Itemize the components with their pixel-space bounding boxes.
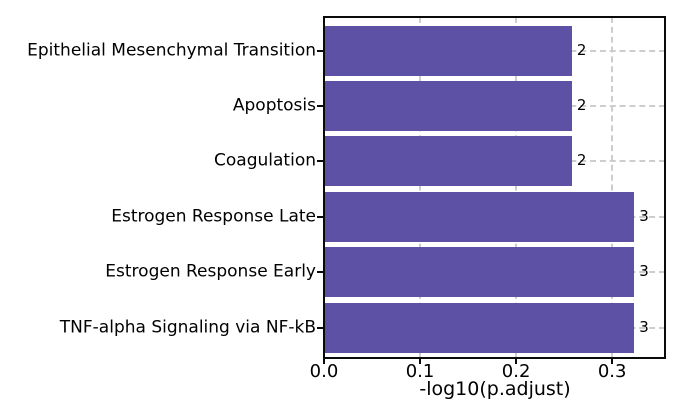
pathway-bar	[324, 247, 635, 298]
category-label: Epithelial Mesenchymal Transition	[27, 40, 316, 61]
category-label: TNF-alpha Signaling via NF-kB	[59, 317, 316, 338]
category-label: Estrogen Response Late	[111, 206, 316, 227]
bar-count-label: 3	[639, 262, 649, 281]
x-axis-tick-label: 0.1	[405, 361, 435, 382]
x-axis-tick-label: 0.0	[309, 361, 339, 382]
x-axis-tick	[611, 358, 614, 364]
y-axis-tick	[317, 326, 324, 329]
pathway-bar	[324, 136, 572, 187]
gridline-vertical	[515, 17, 518, 358]
y-axis-tick	[317, 215, 324, 218]
bar-count-label: 3	[639, 206, 649, 225]
pathway-bar	[324, 302, 635, 353]
x-axis-tick-label: 0.3	[597, 361, 627, 382]
bar-count-label: 2	[576, 40, 587, 59]
y-axis-tick	[317, 160, 324, 163]
plot-area: 2 2 2 3 3 3	[323, 16, 666, 359]
x-axis-tick	[419, 358, 422, 364]
y-axis-tick	[317, 49, 324, 52]
pathway-bar	[324, 191, 635, 242]
bar-count-label: 2	[576, 151, 587, 170]
gridline-vertical	[611, 17, 614, 358]
bar-count-label: 3	[639, 317, 649, 336]
pathway-bar	[324, 80, 572, 131]
pathway-bar	[324, 25, 572, 76]
y-axis-tick	[317, 271, 324, 274]
x-axis-title: -log10(p.adjust)	[419, 378, 571, 400]
x-axis-tick	[515, 358, 518, 364]
category-label: Estrogen Response Early	[105, 261, 316, 282]
x-axis-tick-label: 0.2	[501, 361, 531, 382]
x-axis-tick	[323, 358, 325, 364]
category-label: Apoptosis	[232, 95, 316, 116]
gridline-vertical	[419, 17, 422, 358]
category-label: Coagulation	[214, 150, 316, 171]
bar-count-label: 2	[576, 96, 587, 115]
y-axis-tick	[317, 104, 324, 107]
